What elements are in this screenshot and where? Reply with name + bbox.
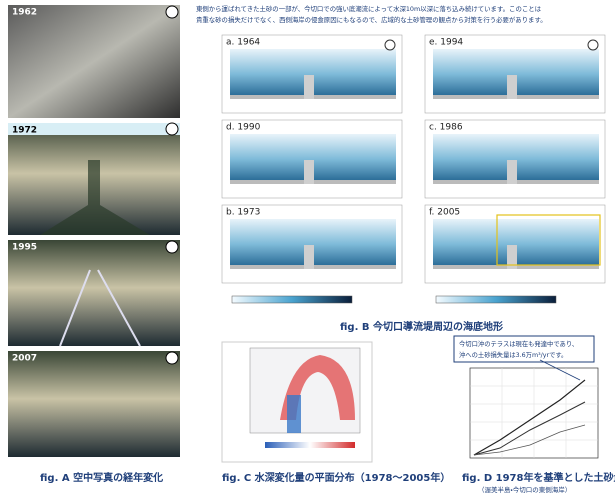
panel-label: d. 1990 bbox=[226, 123, 261, 133]
colorbar bbox=[436, 296, 556, 303]
caption: fig. A 空中写真の経年変化 bbox=[40, 471, 163, 484]
panel-label: a. 1964 bbox=[226, 38, 260, 48]
photo-year: 1962 bbox=[12, 8, 37, 18]
panel-label: c. 1986 bbox=[429, 123, 463, 133]
scour-zone bbox=[287, 395, 301, 433]
caption: fig. D 1978年を基準とした土砂量変化 bbox=[462, 471, 615, 484]
caption: fig. C 水深変化量の平面分布（1978～2005年） bbox=[222, 471, 450, 484]
fig-a: 1962 1972 1995 2007 fig. A 空中写真の経年変化 bbox=[8, 5, 180, 484]
jetty bbox=[304, 75, 314, 99]
panel-label: b. 1973 bbox=[226, 208, 260, 218]
caption: fig. B 今切口導流堤周辺の海底地形 bbox=[340, 320, 503, 333]
intro-text: 貴重な砂の損失だけでなく、西側海岸の侵食原因にもなるので、広域的な土砂管理の観点… bbox=[196, 15, 547, 24]
caption-note: （渥美半島・今切口の東側海岸） bbox=[478, 485, 571, 494]
jetty bbox=[507, 160, 517, 184]
callout-text: 沖への土砂損失量は3.6万m³/yrです。 bbox=[459, 350, 567, 359]
colorbar bbox=[265, 442, 355, 448]
north-icon bbox=[166, 123, 178, 135]
north-icon bbox=[166, 6, 178, 18]
panel-label: e. 1994 bbox=[429, 38, 463, 48]
fig-b: a. 1964 d. 1990 b. 1973 e. 1994 c. 1986 f. 20… bbox=[222, 35, 605, 283]
callout-text: 今切口沖のテラスは現在も発達中であり、 bbox=[459, 339, 578, 348]
photo-year: 1995 bbox=[12, 243, 37, 253]
panel-label: f. 2005 bbox=[429, 208, 460, 218]
photo bbox=[8, 5, 180, 118]
jetty bbox=[304, 160, 314, 184]
colorbar bbox=[232, 296, 352, 303]
photo bbox=[8, 240, 180, 346]
north-icon bbox=[166, 352, 178, 364]
intro-text: 東側から運ばれてきた土砂の一部が、今切口での強い底潮流によって水深10m以深に落… bbox=[196, 4, 542, 13]
photo-year: 2007 bbox=[12, 354, 37, 364]
photo bbox=[8, 351, 180, 457]
poster: 1962 1972 1995 2007 fig. A 空中写真の経年変化 東側か… bbox=[0, 0, 615, 498]
fig-c: fig. C 水深変化量の平面分布（1978～2005年） bbox=[222, 342, 450, 484]
jetty bbox=[304, 245, 314, 269]
fig-d: 今切口沖のテラスは現在も発達中であり、 沖への土砂損失量は3.6万m³/yrです… bbox=[454, 336, 615, 494]
jetty bbox=[507, 75, 517, 99]
photo-year: 1972 bbox=[12, 126, 37, 136]
north-icon bbox=[166, 241, 178, 253]
